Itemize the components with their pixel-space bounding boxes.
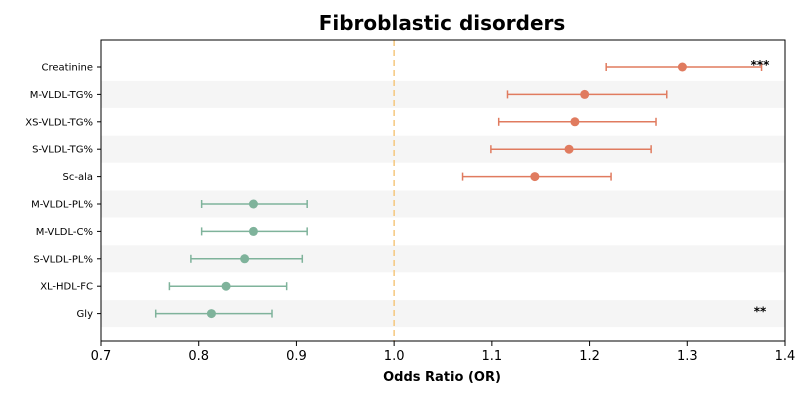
x-tick-label: 0.7 xyxy=(91,349,112,364)
or-point xyxy=(530,172,540,182)
significance-marker: *** xyxy=(751,58,771,72)
x-tick-label: 0.9 xyxy=(286,349,307,364)
y-tick-label: M-VLDL-TG% xyxy=(30,90,93,101)
y-tick-label: S-VLDL-TG% xyxy=(32,145,93,156)
or-point xyxy=(206,309,216,319)
or-point xyxy=(677,62,687,72)
y-tick-label: Creatinine xyxy=(42,63,93,74)
x-axis-label: Odds Ratio (OR) xyxy=(383,370,501,385)
x-axis: 0.7 0.8 0.9 1.0 1.1 1.2 1.3 1.4 xyxy=(91,341,796,364)
or-point xyxy=(564,144,574,154)
or-point xyxy=(570,117,580,127)
or-point xyxy=(240,254,250,264)
y-tick-label: Sc-ala xyxy=(63,172,94,183)
y-tick-label: XL-HDL-FC xyxy=(40,282,93,293)
y-tick-label: XS-VLDL-TG% xyxy=(25,117,93,128)
plot-frame xyxy=(100,39,786,342)
x-tick-label: 1.3 xyxy=(677,349,698,364)
y-tick-label: M-VLDL-PL% xyxy=(31,200,93,211)
or-point xyxy=(221,281,231,291)
row-band xyxy=(101,80,785,108)
or-point xyxy=(248,199,258,209)
data-marks: ***** xyxy=(154,58,771,319)
x-tick-label: 0.8 xyxy=(188,349,209,364)
x-tick-label: 1.2 xyxy=(579,349,600,364)
y-axis: Creatinine M-VLDL-TG% XS-VLDL-TG% S-VLDL-TG… xyxy=(25,63,101,320)
x-tick-label: 1.4 xyxy=(775,349,796,364)
or-point xyxy=(248,226,258,236)
chart-title: Fibroblastic disorders xyxy=(319,11,566,35)
x-tick-label: 1.1 xyxy=(482,349,503,364)
x-tick-label: 1.0 xyxy=(384,349,405,364)
y-tick-label: Gly xyxy=(77,309,94,320)
significance-marker: ** xyxy=(754,305,767,319)
row-band xyxy=(101,135,785,163)
y-tick-label: M-VLDL-C% xyxy=(36,227,93,238)
y-tick-label: S-VLDL-PL% xyxy=(33,254,93,265)
or-point xyxy=(580,89,590,99)
